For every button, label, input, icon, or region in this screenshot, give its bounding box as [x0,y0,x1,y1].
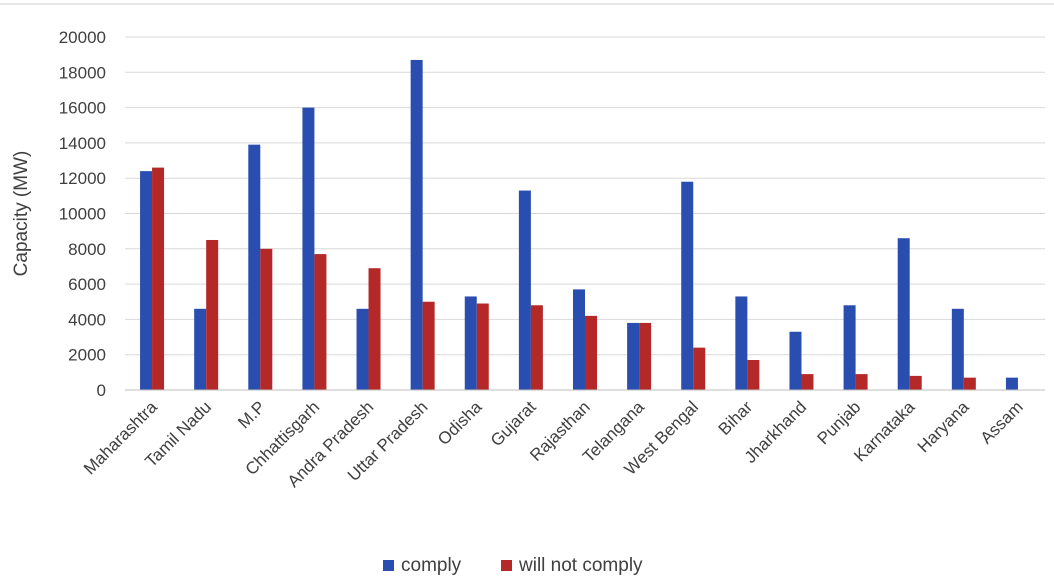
bar-will-not-comply [693,347,706,390]
y-tick-label: 2000 [68,346,106,365]
bar-comply [789,331,802,390]
bar-will-not-comply [855,374,868,390]
bar-comply [843,305,856,390]
bar-comply [410,59,423,390]
bar-comply [518,190,531,390]
legend-swatch [501,560,512,571]
bar-comply [302,107,315,390]
gridlines [125,36,1045,356]
y-tick-label: 18000 [59,63,106,82]
bar-comply [735,296,748,390]
bar-will-not-comply [639,322,652,390]
bar-will-not-comply [368,268,381,390]
bar-comply [897,238,910,390]
legend: comply will not comply [383,555,643,576]
x-category-label: Odisha [434,397,486,449]
y-tick-label: 14000 [59,134,106,153]
y-tick-label: 4000 [68,310,106,329]
y-axis-title: Capacity (MW) [11,151,32,277]
y-tick-label: 12000 [59,169,106,188]
bar-comply [951,308,964,390]
bar-will-not-comply [314,254,327,390]
bar-will-not-comply [801,374,814,390]
x-category-label: Assam [977,397,1027,447]
bar-will-not-comply [963,377,976,390]
x-category-label: Haryana [914,397,973,456]
bar-comply [140,171,153,390]
y-tick-label: 0 [97,381,106,400]
bar-will-not-comply [476,303,489,390]
y-tick-label: 8000 [68,240,106,259]
bar-will-not-comply [909,375,922,390]
bar-will-not-comply [747,359,760,390]
bar-will-not-comply [585,315,597,390]
bar-will-not-comply [530,305,543,390]
bars [140,59,1018,390]
bar-will-not-comply [260,248,273,390]
legend-swatch [383,560,394,571]
y-tick-label: 16000 [59,99,106,118]
legend-label: comply [401,555,462,576]
legend-label: will not comply [518,555,643,576]
y-tick-label: 10000 [59,205,106,224]
bar-will-not-comply [206,239,219,390]
bar-comply [1005,377,1018,390]
x-category-label: M.P [234,397,269,432]
x-category-label: Gujarat [487,397,540,450]
bar-comply [681,181,694,390]
bar-will-not-comply [152,167,165,390]
bar-comply [248,144,261,390]
y-axis-ticks: 0 2000 4000 6000 8000 10000 12000 14000 16000 180… [59,28,106,400]
y-tick-label: 20000 [59,28,106,47]
x-category-label: Bihar [715,397,757,439]
bar-comply [356,308,369,390]
bar-comply [464,296,477,390]
y-tick-label: 6000 [68,275,106,294]
bar-comply [627,322,640,390]
bar-will-not-comply [422,301,435,390]
x-category-label: Punjab [814,397,865,448]
bar-comply [194,308,207,390]
bar-comply [573,289,585,390]
